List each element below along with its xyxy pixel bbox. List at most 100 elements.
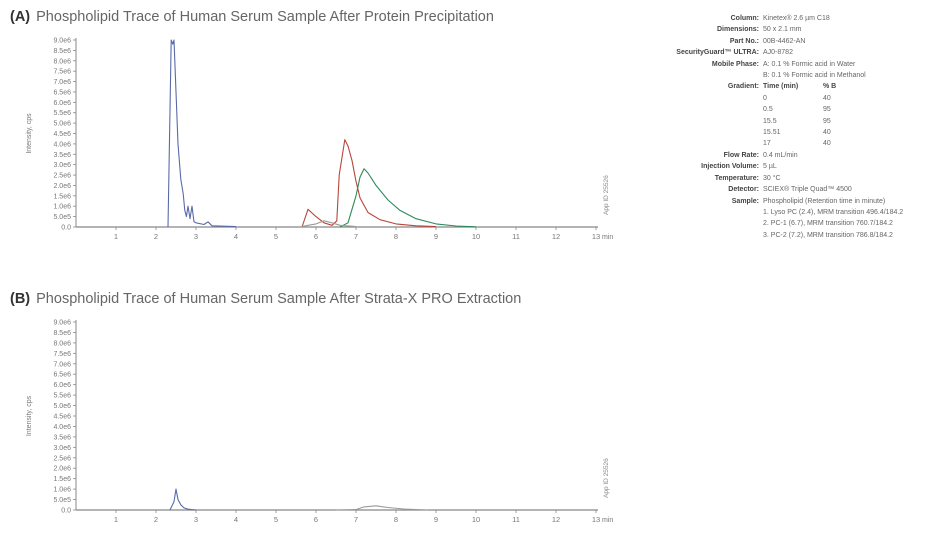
app-id-label: App ID 25526 bbox=[603, 175, 610, 215]
y-tick-label: 7.0e6 bbox=[53, 79, 71, 86]
y-tick-label: 1.5e6 bbox=[53, 476, 71, 483]
x-tick-label: 12 bbox=[552, 232, 560, 241]
y-tick-label: 2.5e6 bbox=[53, 173, 71, 180]
x-tick-label: 10 bbox=[472, 515, 480, 524]
trace-line bbox=[339, 168, 477, 228]
y-axis-label: Intensity, cps bbox=[26, 113, 33, 154]
y-tick-label: 1.0e6 bbox=[53, 204, 71, 211]
y-tick-label: 2.0e6 bbox=[53, 183, 71, 190]
cond-detector: Detector: SCIEX® Triple Quad™ 4500 bbox=[728, 186, 852, 194]
x-tick-label: 13 bbox=[592, 515, 600, 524]
panel-a-label: (A) bbox=[10, 9, 31, 25]
y-tick-label: 5.0e5 bbox=[53, 214, 71, 221]
y-tick-label: 4.5e6 bbox=[53, 131, 71, 138]
cond-part-no: Part No.: 00B-4462-AN bbox=[729, 37, 806, 45]
y-tick-label: 6.0e6 bbox=[53, 100, 71, 107]
y-tick-label: 5.0e6 bbox=[53, 403, 71, 410]
x-axis-unit: min bbox=[602, 234, 613, 241]
y-tick-label: 6.5e6 bbox=[53, 89, 71, 96]
y-tick-label: 2.0e6 bbox=[53, 466, 71, 473]
y-tick-label: 4.0e6 bbox=[53, 424, 71, 431]
x-tick-label: 5 bbox=[274, 232, 278, 241]
x-tick-label: 7 bbox=[354, 232, 358, 241]
y-tick-label: 8.0e6 bbox=[53, 340, 71, 347]
x-tick-label: 9 bbox=[434, 232, 438, 241]
gradient-percent-b: 40 bbox=[823, 140, 831, 148]
x-tick-label: 11 bbox=[512, 515, 520, 524]
x-axis-unit: min bbox=[602, 517, 613, 524]
y-tick-label: 8.0e6 bbox=[53, 58, 71, 65]
cond-column: Column: Kinetex® 2.6 µm C18 bbox=[730, 15, 830, 22]
x-tick-label: 4 bbox=[234, 515, 238, 524]
y-tick-label: 7.5e6 bbox=[53, 351, 71, 358]
gradient-percent-b: 40 bbox=[823, 94, 831, 102]
cond-sample: Sample: Phospholipid (Retention time in … bbox=[731, 197, 886, 205]
y-tick-label: 0.0 bbox=[61, 225, 71, 232]
gradient-row: 0.5 95 bbox=[660, 104, 937, 115]
trace-line bbox=[301, 139, 437, 228]
trace-line bbox=[299, 220, 357, 228]
panel-b-title-text: Phospholipid Trace of Human Serum Sample… bbox=[36, 291, 522, 307]
cond-dimensions: Dimensions: 50 x 2.1 mm bbox=[716, 26, 802, 34]
cond-sample-item-1: 1. Lyso PC (2.4), MRM transition 496.4/1… bbox=[763, 208, 904, 216]
y-tick-label: 5.0e5 bbox=[53, 497, 71, 504]
x-tick-label: 2 bbox=[154, 515, 158, 524]
x-tick-label: 8 bbox=[394, 232, 398, 241]
x-tick-label: 1 bbox=[114, 515, 118, 524]
y-tick-label: 1.5e6 bbox=[53, 193, 71, 200]
y-tick-label: 9.0e6 bbox=[53, 38, 71, 45]
y-tick-label: 3.0e6 bbox=[53, 162, 71, 169]
cond-mobile-phase-b: B: 0.1 % Formic acid in Methanol bbox=[763, 72, 866, 80]
cond-gradient-header: Gradient: Time (min)% B bbox=[727, 83, 837, 91]
x-tick-label: 9 bbox=[434, 515, 438, 524]
y-tick-label: 7.5e6 bbox=[53, 69, 71, 76]
gradient-row: 17 40 bbox=[660, 138, 937, 149]
y-tick-label: 5.5e6 bbox=[53, 110, 71, 117]
y-tick-label: 5.0e6 bbox=[53, 121, 71, 128]
y-tick-label: 6.5e6 bbox=[53, 372, 71, 379]
cond-sample-item-3: 3. PC-2 (7.2), MRM transition 786.8/184.… bbox=[763, 231, 893, 239]
trace-line bbox=[169, 488, 197, 511]
x-tick-label: 1 bbox=[114, 232, 118, 241]
panel-a-title-text: Phospholipid Trace of Human Serum Sample… bbox=[36, 9, 494, 25]
gradient-percent-b: 95 bbox=[823, 117, 831, 125]
panel-b-title: (B) Phospholipid Trace of Human Serum Sam… bbox=[10, 291, 521, 307]
cond-sample-item-2: 2. PC-1 (6.7), MRM transition 760.7/184.… bbox=[763, 220, 893, 228]
gradient-row: 15.51 40 bbox=[660, 127, 937, 138]
gradient-row: 15.5 95 bbox=[660, 116, 937, 127]
gradient-time: 0.5 bbox=[763, 106, 773, 114]
y-tick-label: 1.0e6 bbox=[53, 487, 71, 494]
y-tick-label: 5.5e6 bbox=[53, 393, 71, 400]
y-axis-label: Intensity, cps bbox=[26, 395, 33, 436]
y-tick-label: 8.5e6 bbox=[53, 330, 71, 337]
x-tick-label: 2 bbox=[154, 232, 158, 241]
y-tick-label: 2.5e6 bbox=[53, 455, 71, 462]
gradient-time: 17 bbox=[763, 140, 771, 148]
cond-securityguard: SecurityGuard™ ULTRA: AJ0-8782 bbox=[676, 49, 793, 57]
x-tick-label: 3 bbox=[194, 232, 198, 241]
y-tick-label: 4.5e6 bbox=[53, 414, 71, 421]
panel-b-label: (B) bbox=[10, 291, 31, 307]
y-tick-label: 3.0e6 bbox=[53, 445, 71, 452]
x-tick-label: 13 bbox=[592, 232, 600, 241]
x-tick-label: 11 bbox=[512, 232, 520, 241]
y-tick-label: 3.5e6 bbox=[53, 434, 71, 441]
gradient-row: 0 40 bbox=[660, 93, 937, 104]
app-id-label: App ID 25526 bbox=[603, 458, 610, 498]
gradient-percent-b: 95 bbox=[823, 106, 831, 114]
x-tick-label: 5 bbox=[274, 515, 278, 524]
trace-line bbox=[335, 505, 429, 511]
cond-temperature: Temperature: 30 °C bbox=[714, 174, 781, 182]
y-tick-label: 4.0e6 bbox=[53, 141, 71, 148]
gradient-percent-b: 40 bbox=[823, 129, 831, 137]
conditions-panel: Column: Kinetex® 2.6 µm C18 Dimensions: … bbox=[660, 13, 937, 241]
y-tick-label: 7.0e6 bbox=[53, 361, 71, 368]
chart-b: 0.0 5.0e5 1.0e6 1.5e6 2.0e6 2.5e6 3.0e6 3.5e6 4.… bbox=[26, 320, 613, 525]
gradient-time: 0 bbox=[763, 94, 767, 102]
cond-mobile-phase: Mobile Phase: A: 0.1 % Formic acid in Wa… bbox=[711, 60, 856, 68]
x-tick-label: 8 bbox=[394, 515, 398, 524]
cond-flow-rate: Flow Rate: 0.4 mL/min bbox=[723, 151, 798, 159]
y-tick-label: 3.5e6 bbox=[53, 152, 71, 159]
x-tick-label: 4 bbox=[234, 232, 238, 241]
x-tick-label: 6 bbox=[314, 232, 318, 241]
